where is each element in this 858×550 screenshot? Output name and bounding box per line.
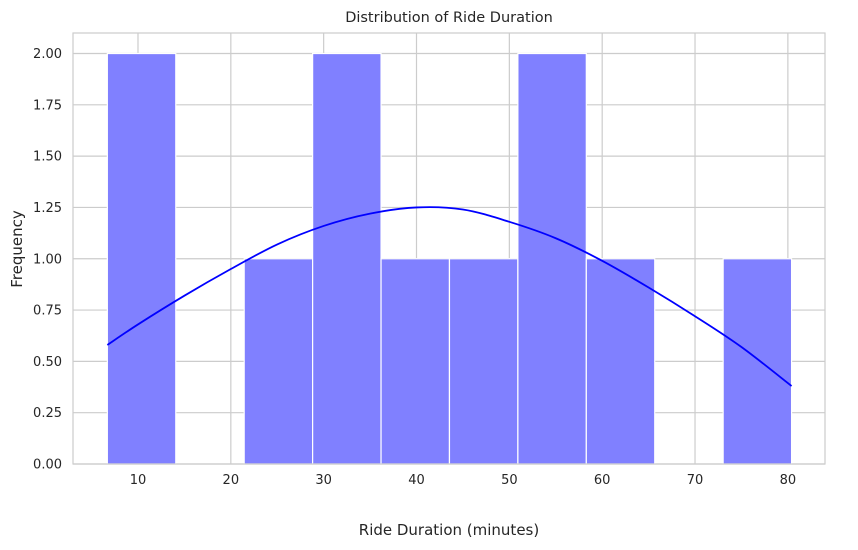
y-tick-label: 0.50 [33,355,62,370]
histogram-bar-9 [722,258,793,465]
y-tick-label: 2.00 [33,47,62,62]
histogram-bar-3 [312,52,382,465]
x-axis-title: Ride Duration (minutes) [359,521,539,539]
x-tick-label: 70 [687,473,704,488]
chart-title: Distribution of Ride Duration [345,10,553,26]
y-tick-label: 0.00 [33,458,62,473]
y-tick-label: 1.75 [33,98,62,113]
y-tick-labels: 0.00 0.25 0.50 0.75 1.00 1.25 1.50 1.75 2.00 [33,47,62,472]
x-tick-label: 80 [780,473,797,488]
histogram-bars [106,52,793,465]
x-tick-label: 20 [223,473,240,488]
x-tick-label: 40 [408,473,425,488]
x-tick-label: 10 [130,473,147,488]
y-tick-label: 0.25 [33,406,62,421]
kde-curve [106,206,793,387]
y-tick-label: 1.25 [33,201,62,216]
y-tick-label: 1.00 [33,252,62,267]
x-tick-label: 60 [594,473,611,488]
histogram-bar-4 [380,258,451,465]
y-axis-title: Frequency [8,210,26,288]
histogram-bar-5 [448,258,519,465]
histogram-bar-7 [585,258,656,465]
histogram-bar-0 [106,52,177,465]
y-tick-label: 0.75 [33,304,62,319]
x-tick-label: 50 [501,473,518,488]
y-tick-label: 1.50 [33,150,62,165]
histogram-bar-6 [517,52,587,465]
x-tick-label: 30 [315,473,332,488]
axes-frame [72,32,826,465]
x-tick-labels: 10 20 30 40 50 60 70 80 [130,473,796,488]
histogram-bar-2 [243,258,314,465]
